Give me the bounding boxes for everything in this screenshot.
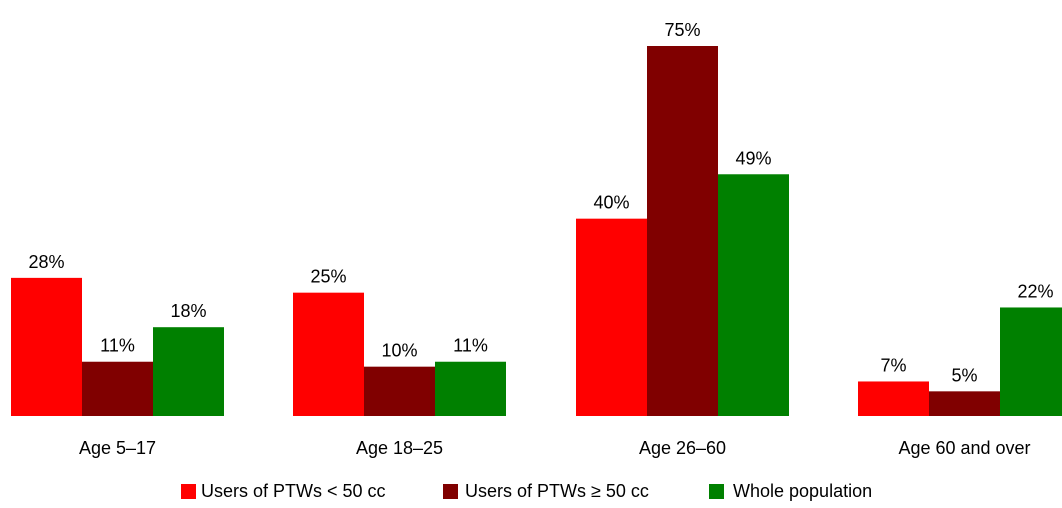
category-label-age-5-17: Age 5–17 — [79, 438, 156, 458]
bar-age-5-17-users-of-ptws-ge-50-cc — [82, 361, 153, 416]
bar-age-5-17-users-of-ptws-lt-50-cc — [11, 277, 82, 416]
legend-swatch-users-of-ptws-lt-50-cc — [181, 484, 196, 499]
legend-swatch-users-of-ptws-ge-50-cc — [443, 484, 458, 499]
data-label-age-60-and-over-users-of-ptws-ge-50-cc: 5% — [951, 365, 977, 385]
category-label-age-60-and-over: Age 60 and over — [898, 438, 1030, 458]
data-label-age-60-and-over-whole-population: 22% — [1017, 281, 1053, 301]
category-label-age-26-60: Age 26–60 — [639, 438, 726, 458]
legend-item-users-of-ptws-lt-50-cc: Users of PTWs < 50 cc — [181, 481, 386, 501]
bar-age-18-25-users-of-ptws-ge-50-cc — [364, 366, 435, 416]
bar-age-60-and-over-whole-population — [1000, 307, 1062, 416]
data-label-age-18-25-users-of-ptws-lt-50-cc: 25% — [310, 267, 346, 287]
data-label-age-26-60-whole-population: 49% — [735, 148, 771, 168]
data-label-age-26-60-users-of-ptws-lt-50-cc: 40% — [593, 193, 629, 213]
data-labels-layer: 28% 11% 18% 25% 10% 11% 40% 75% 49% 7% 5% 22% — [28, 20, 1053, 385]
legend-item-users-of-ptws-ge-50-cc: Users of PTWs ≥ 50 cc — [443, 481, 649, 501]
legend-label-whole-population: Whole population — [733, 481, 872, 501]
legend-label-users-of-ptws-ge-50-cc: Users of PTWs ≥ 50 cc — [465, 481, 649, 501]
bar-age-18-25-users-of-ptws-lt-50-cc — [293, 292, 364, 416]
bar-age-26-60-whole-population — [718, 174, 789, 416]
data-label-age-5-17-users-of-ptws-ge-50-cc: 11% — [100, 336, 135, 356]
data-label-age-5-17-users-of-ptws-lt-50-cc: 28% — [28, 252, 64, 272]
bars-layer — [11, 46, 1062, 416]
bar-age-60-and-over-users-of-ptws-lt-50-cc — [858, 381, 929, 416]
bar-age-26-60-users-of-ptws-lt-50-cc — [576, 218, 647, 416]
data-label-age-5-17-whole-population: 18% — [170, 301, 206, 321]
category-label-age-18-25: Age 18–25 — [356, 438, 443, 458]
legend-swatch-whole-population — [709, 484, 724, 499]
data-label-age-26-60-users-of-ptws-ge-50-cc: 75% — [664, 20, 700, 40]
bar-age-5-17-whole-population — [153, 327, 224, 416]
category-labels-layer: Age 5–17 Age 18–25 Age 26–60 Age 60 and ove… — [79, 438, 1031, 458]
legend: Users of PTWs < 50 cc Users of PTWs ≥ 50 … — [181, 481, 872, 501]
legend-item-whole-population: Whole population — [709, 481, 872, 501]
bar-age-18-25-whole-population — [435, 361, 506, 416]
data-label-age-18-25-users-of-ptws-ge-50-cc: 10% — [381, 341, 417, 361]
legend-label-users-of-ptws-lt-50-cc: Users of PTWs < 50 cc — [201, 481, 386, 501]
bar-age-60-and-over-users-of-ptws-ge-50-cc — [929, 391, 1000, 416]
bar-age-26-60-users-of-ptws-ge-50-cc — [647, 46, 718, 416]
data-label-age-18-25-whole-population: 11% — [453, 336, 488, 356]
data-label-age-60-and-over-users-of-ptws-lt-50-cc: 7% — [880, 355, 906, 375]
